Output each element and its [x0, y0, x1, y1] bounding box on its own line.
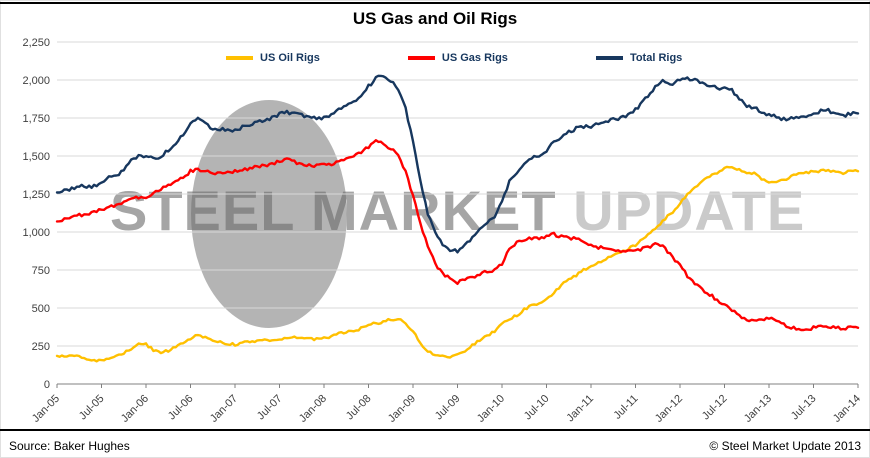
legend-line-swatch: [595, 56, 623, 60]
svg-text:1,000: 1,000: [22, 227, 50, 239]
svg-text:Jan-10: Jan-10: [475, 393, 507, 425]
svg-text:2,000: 2,000: [22, 75, 50, 87]
svg-text:Jan-14: Jan-14: [831, 393, 863, 425]
svg-text:Jul-10: Jul-10: [522, 393, 552, 423]
source-label: Source: Baker Hughes: [9, 439, 130, 453]
y-axis-tick-labels: 0 250 500 750 1,000 1,250 1,500 1,750 2,000 2,250: [22, 37, 50, 391]
svg-text:Jan-09: Jan-09: [386, 393, 418, 425]
svg-text:750: 750: [32, 265, 50, 277]
series-line-us-gas-rigs: [55, 138, 860, 332]
svg-text:Jan-07: Jan-07: [208, 393, 240, 425]
svg-text:Jul-11: Jul-11: [612, 393, 641, 422]
legend-item-total-rigs: Total Rigs: [595, 52, 683, 64]
series-line-total-rigs: [55, 74, 860, 254]
legend-line-swatch: [407, 56, 435, 60]
chart-title: US Gas and Oil Rigs: [352, 9, 518, 28]
legend-item-us-gas-rigs: US Gas Rigs: [407, 52, 508, 64]
svg-text:Jan-08: Jan-08: [297, 393, 329, 425]
svg-text:1,250: 1,250: [22, 189, 50, 201]
x-axis-tick-labels: Jan-05 Jul-05 Jan-06 Jul-06 Jan-07 Jul-07 Jan-…: [30, 384, 863, 425]
svg-text:1,500: 1,500: [22, 151, 50, 163]
svg-text:Jul-08: Jul-08: [344, 393, 374, 423]
svg-text:2,250: 2,250: [22, 37, 50, 49]
legend-line-swatch: [226, 56, 253, 60]
svg-text:250: 250: [32, 341, 50, 353]
svg-text:Jul-09: Jul-09: [433, 393, 463, 423]
svg-text:Jul-12: Jul-12: [700, 393, 730, 423]
chart-legend: US Oil Rigs US Gas Rigs Total Rigs: [226, 52, 682, 64]
legend-item-us-oil-rigs: US Oil Rigs: [226, 52, 320, 64]
svg-text:Jan-06: Jan-06: [119, 393, 151, 425]
svg-text:Jan-13: Jan-13: [742, 393, 774, 425]
svg-text:Jul-07: Jul-07: [255, 393, 285, 423]
grid-lines: [57, 41, 858, 385]
legend-label: US Oil Rigs: [260, 52, 320, 64]
top-divider-rule: [0, 2, 870, 4]
legend-label: US Gas Rigs: [441, 52, 508, 64]
svg-text:Jan-05: Jan-05: [30, 393, 62, 425]
legend-label: Total Rigs: [629, 52, 683, 64]
bottom-divider-rule: [0, 429, 870, 431]
svg-text:500: 500: [32, 303, 50, 315]
svg-text:Jul-06: Jul-06: [166, 393, 196, 423]
svg-text:1,750: 1,750: [22, 113, 50, 125]
watermark-ellipse-logo: [191, 100, 347, 328]
svg-text:Jan-12: Jan-12: [653, 393, 685, 425]
svg-text:Jul-13: Jul-13: [789, 393, 819, 423]
svg-text:Jan-11: Jan-11: [564, 393, 596, 425]
series-line-us-oil-rigs: [55, 165, 860, 363]
svg-text:0: 0: [44, 379, 50, 391]
svg-text:Jul-05: Jul-05: [77, 393, 107, 423]
footer: Source: Baker Hughes © Steel Market Upda…: [0, 439, 870, 453]
copyright-label: © Steel Market Update 2013: [709, 439, 861, 453]
